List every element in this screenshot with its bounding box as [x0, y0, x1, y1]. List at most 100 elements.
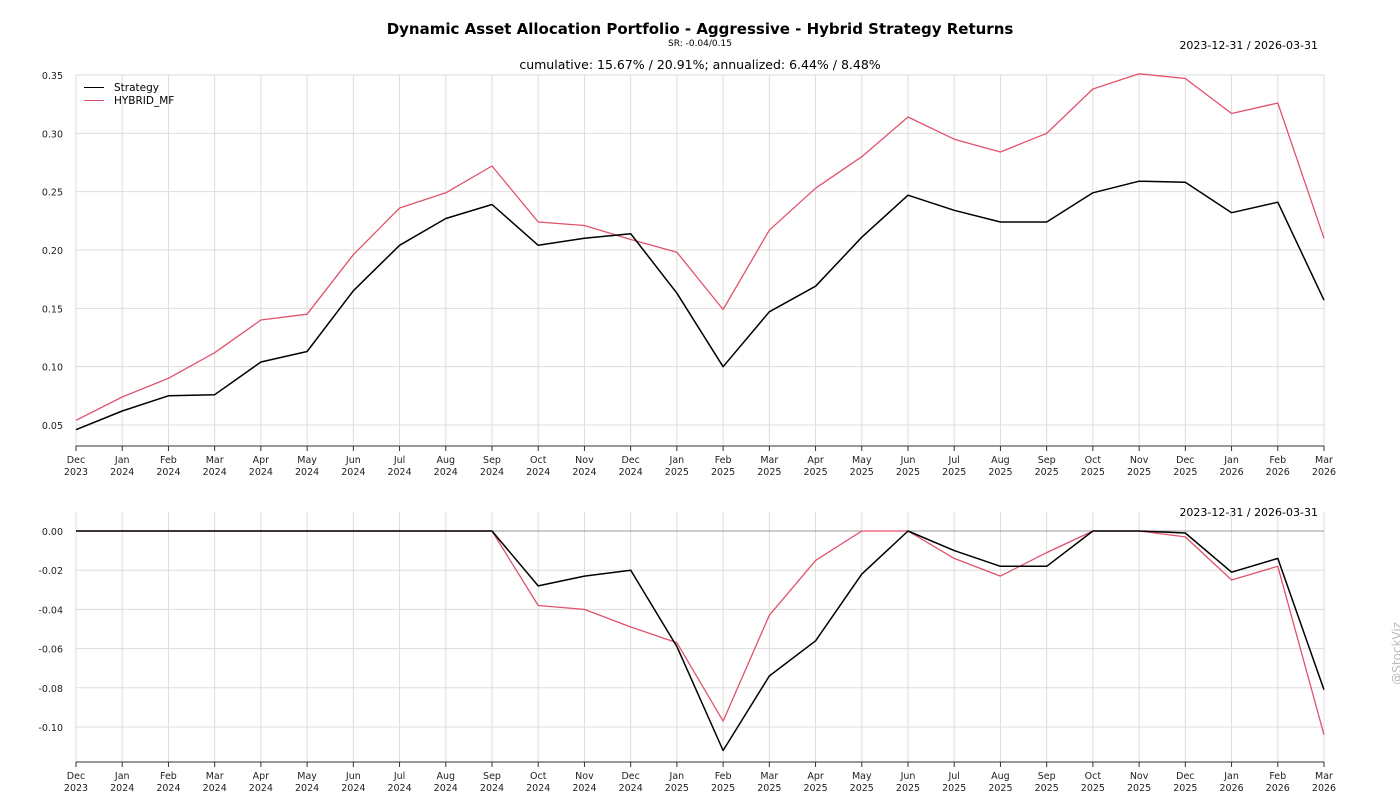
- bottom-x-tick-label-month: Sep: [1038, 771, 1056, 782]
- chart-title: Dynamic Asset Allocation Portfolio - Agg…: [386, 20, 1014, 38]
- bottom-x-tick-label-year: 2023: [64, 783, 88, 794]
- top-x-tick-label-year: 2026: [1219, 467, 1243, 478]
- bottom-x-tick-label-month: Sep: [483, 771, 501, 782]
- top-x-tick-label-year: 2024: [295, 467, 319, 478]
- bottom-x-tick-label-month: May: [852, 771, 872, 782]
- top-y-tick-label: 0.05: [42, 421, 63, 432]
- bottom-x-tick-label-month: Apr: [807, 771, 824, 782]
- top-x-tick-label-year: 2025: [1081, 467, 1105, 478]
- bottom-x-tick-label-year: 2024: [295, 783, 319, 794]
- top-x-tick-label-year: 2025: [1035, 467, 1059, 478]
- bottom-x-tick-label-month: Jun: [345, 771, 361, 782]
- top-x-tick-label-year: 2024: [434, 467, 458, 478]
- bottom-x-tick-label-month: May: [297, 771, 317, 782]
- top-x-tick-label-year: 2024: [572, 467, 596, 478]
- legend-label-benchmark: HYBRID_MF: [114, 94, 175, 107]
- bottom-y-tick-label: -0.08: [38, 684, 63, 695]
- top-x-tick-label-year: 2025: [665, 467, 689, 478]
- top-x-tick-label-month: Mar: [760, 455, 778, 466]
- bottom-x-tick-label-year: 2024: [387, 783, 411, 794]
- top-x-tick-label-month: Jul: [947, 455, 959, 466]
- returns-stats: cumulative: 15.67% / 20.91%; annualized:…: [519, 57, 881, 72]
- bottom-x-tick-label-year: 2024: [203, 783, 227, 794]
- top-x-tick-label-year: 2024: [249, 467, 273, 478]
- bottom-x-tick-label-year: 2025: [988, 783, 1012, 794]
- bottom-x-tick-label-year: 2024: [572, 783, 596, 794]
- bottom-benchmark-line: [76, 530, 1325, 735]
- top-y-tick-label: 0.20: [42, 246, 63, 257]
- top-x-tick-label-year: 2023: [64, 467, 88, 478]
- top-x-tick-label-month: Nov: [575, 455, 594, 466]
- bottom-x-tick-label-month: Jan: [114, 771, 130, 782]
- top-x-tick-label-year: 2024: [619, 467, 643, 478]
- bottom-x-tick-label-year: 2026: [1312, 783, 1336, 794]
- top-x-tick-label-year: 2024: [526, 467, 550, 478]
- top-x-tick-label-year: 2025: [803, 467, 827, 478]
- bottom-x-tick-label-year: 2025: [942, 783, 966, 794]
- top-x-tick-label-year: 2025: [711, 467, 735, 478]
- top-x-tick-label-month: Mar: [206, 455, 224, 466]
- bottom-x-tick-label-month: Jul: [947, 771, 959, 782]
- top-x-tick-label-year: 2025: [757, 467, 781, 478]
- bottom-x-tick-label-year: 2025: [665, 783, 689, 794]
- bottom-x-tick-label-month: Oct: [1085, 771, 1102, 782]
- bottom-x-tick-label-month: Dec: [67, 771, 85, 782]
- bottom-x-tick-label-month: Feb: [160, 771, 177, 782]
- legend-swatch-benchmark: [84, 100, 104, 101]
- top-x-tick-label-year: 2026: [1266, 467, 1290, 478]
- top-y-tick-label: 0.10: [42, 363, 63, 374]
- bottom-x-tick-label-month: Feb: [1269, 771, 1286, 782]
- top-x-tick-label-month: Jul: [393, 455, 405, 466]
- bottom-x-tick-label-year: 2025: [757, 783, 781, 794]
- top-x-tick-label-year: 2025: [988, 467, 1012, 478]
- bottom-x-tick-label-year: 2025: [803, 783, 827, 794]
- top-x-tick-label-year: 2025: [1127, 467, 1151, 478]
- bottom-y-tick-label: 0.00: [42, 527, 63, 538]
- top-x-tick-label-year: 2025: [1173, 467, 1197, 478]
- bottom-x-tick-label-year: 2024: [341, 783, 365, 794]
- top-x-tick-label-year: 2025: [850, 467, 874, 478]
- top-x-tick-label-month: Mar: [1315, 455, 1333, 466]
- bottom-x-tick-label-year: 2024: [434, 783, 458, 794]
- bottom-x-tick-label-year: 2025: [896, 783, 920, 794]
- bottom-x-tick-label-month: Jul: [393, 771, 405, 782]
- top-x-tick-label-year: 2025: [942, 467, 966, 478]
- top-x-tick-label-year: 2025: [896, 467, 920, 478]
- bottom-x-tick-label-year: 2024: [110, 783, 134, 794]
- top-x-tick-label-month: Dec: [621, 455, 639, 466]
- top-x-tick-label-month: May: [297, 455, 317, 466]
- top-x-tick-label-month: Jan: [114, 455, 130, 466]
- bottom-y-tick-label: -0.10: [38, 723, 63, 734]
- bottom-x-tick-label-month: Mar: [1315, 771, 1333, 782]
- legend-item-strategy: Strategy: [84, 81, 174, 94]
- bottom-x-tick-label-month: Feb: [715, 771, 732, 782]
- date-range-bottom: 2023-12-31 / 2026-03-31: [1179, 506, 1318, 519]
- top-x-tick-label-month: Nov: [1130, 455, 1149, 466]
- top-x-tick-label-month: Apr: [807, 455, 824, 466]
- bottom-x-tick-label-month: Apr: [253, 771, 270, 782]
- legend: Strategy HYBRID_MF: [84, 81, 174, 107]
- top-x-tick-label-month: Aug: [991, 455, 1010, 466]
- bottom-x-tick-label-month: Mar: [760, 771, 778, 782]
- top-x-tick-label-month: Feb: [715, 455, 732, 466]
- bottom-y-tick-label: -0.06: [38, 645, 63, 656]
- top-strategy-line: [75, 180, 1325, 431]
- bottom-y-tick-label: -0.04: [38, 605, 63, 616]
- top-x-tick-label-year: 2024: [341, 467, 365, 478]
- bottom-x-tick-label-year: 2024: [156, 783, 180, 794]
- bottom-x-tick-label-year: 2026: [1266, 783, 1290, 794]
- top-x-tick-label-month: Feb: [1269, 455, 1286, 466]
- bottom-x-tick-label-month: Dec: [1176, 771, 1194, 782]
- top-x-tick-label-month: Sep: [1038, 455, 1056, 466]
- bottom-x-tick-label-month: Nov: [1130, 771, 1149, 782]
- top-x-tick-label-month: May: [852, 455, 872, 466]
- bottom-x-tick-label-month: Dec: [621, 771, 639, 782]
- legend-item-benchmark: HYBRID_MF: [84, 94, 174, 107]
- bottom-x-tick-label-month: Oct: [530, 771, 547, 782]
- date-range-top: 2023-12-31 / 2026-03-31: [1179, 39, 1318, 52]
- top-y-tick-label: 0.15: [42, 304, 63, 315]
- top-x-tick-label-month: Oct: [1085, 455, 1102, 466]
- top-x-tick-label-year: 2024: [110, 467, 134, 478]
- top-x-tick-label-year: 2024: [387, 467, 411, 478]
